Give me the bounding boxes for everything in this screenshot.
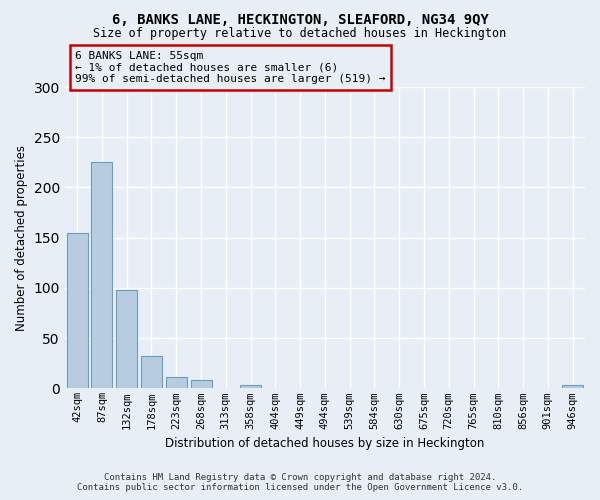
Text: 6 BANKS LANE: 55sqm
← 1% of detached houses are smaller (6)
99% of semi-detached: 6 BANKS LANE: 55sqm ← 1% of detached hou… (75, 51, 386, 84)
X-axis label: Distribution of detached houses by size in Heckington: Distribution of detached houses by size … (165, 437, 485, 450)
Text: Size of property relative to detached houses in Heckington: Size of property relative to detached ho… (94, 28, 506, 40)
Bar (562, 386, 583, 388)
Bar (166, 378, 187, 388)
Text: 6, BANKS LANE, HECKINGTON, SLEAFORD, NG34 9QY: 6, BANKS LANE, HECKINGTON, SLEAFORD, NG3… (112, 12, 488, 26)
Bar (141, 356, 162, 388)
Bar (240, 386, 261, 388)
Bar (91, 162, 112, 388)
Text: Contains HM Land Registry data © Crown copyright and database right 2024.
Contai: Contains HM Land Registry data © Crown c… (77, 473, 523, 492)
Bar (116, 290, 137, 388)
Bar (67, 232, 88, 388)
Y-axis label: Number of detached properties: Number of detached properties (15, 144, 28, 330)
Bar (191, 380, 212, 388)
